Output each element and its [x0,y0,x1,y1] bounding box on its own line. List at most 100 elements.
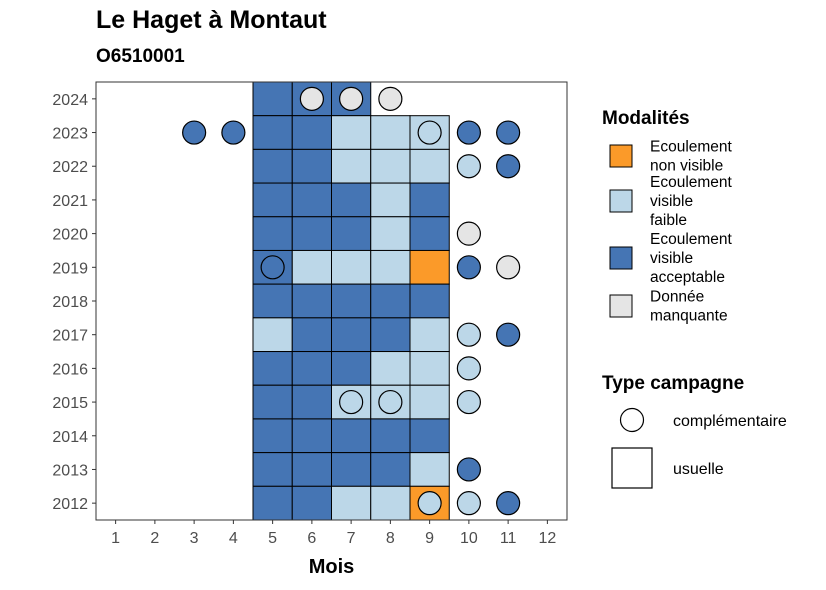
complementaire-points [182,86,521,516]
complementaire-point [496,120,521,145]
usuelle-cell [331,283,372,319]
complementaire-point [456,221,481,246]
complementaire-point [456,120,481,145]
legend-label-va: visible [650,250,693,267]
complementaire-point [456,255,481,280]
usuelle-cell [331,317,372,353]
usuelle-cell [370,452,411,487]
usuelle-cell [291,418,332,454]
x-tick-label: 2 [150,530,159,547]
x-tick-label: 5 [268,530,277,547]
usuelle-cell [252,485,293,521]
usuelle-cell [252,283,293,319]
usuelle-cell [291,148,332,184]
legend-title-modalites: Modalités [602,108,690,129]
usuelle-cell [409,182,450,218]
usuelle-cell [370,418,411,454]
y-tick-label: 2023 [52,126,88,143]
legend-key-nv [609,144,633,168]
complementaire-point [456,457,481,482]
usuelle-cell [370,249,411,285]
x-tick-label: 6 [307,530,316,547]
legend-label-complementaire: complémentaire [673,413,787,430]
usuelle-cell [370,317,411,353]
usuelle-cell [252,216,293,251]
usuelle-cell [252,351,293,386]
legend-key-va [609,246,633,270]
y-tick-label: 2020 [52,227,88,244]
legend-shape-circle [619,407,645,433]
usuelle-cell [409,384,450,420]
complementaire-point [221,120,246,145]
y-tick-label: 2017 [52,328,88,345]
complementaire-point [496,154,521,179]
complementaire-point [260,255,285,280]
usuelle-cell [409,283,450,319]
usuelle-cell [291,351,332,386]
x-tick-label: 10 [460,530,478,547]
y-tick-label: 2019 [52,260,88,277]
usuelle-cell [409,452,450,487]
legend-shape-square [611,447,653,489]
usuelle-cell [370,182,411,218]
usuelle-cell [252,418,293,454]
x-tick-label: 8 [386,530,395,547]
y-tick-label: 2014 [52,429,88,446]
usuelle-cell [370,216,411,251]
legend-label-vf: Ecoulement [650,174,733,191]
usuelle-cell [291,317,332,353]
usuelle-cell [409,249,450,285]
y-tick-label: 2015 [52,395,88,412]
complementaire-point [339,389,364,415]
legend-label-va: Ecoulement [650,231,733,248]
x-tick-label: 4 [229,530,238,547]
usuelle-cell [291,216,332,251]
complementaire-point [339,86,364,111]
y-tick-label: 2022 [52,159,88,176]
usuelle-cell [291,485,332,521]
x-tick-label: 1 [111,530,120,547]
legend-label-usuelle: usuelle [673,461,724,478]
chart-title: Le Haget à Montaut [96,6,327,34]
usuelle-cell [409,317,450,353]
usuelle-cell [331,418,372,454]
usuelle-cell [331,182,372,218]
complementaire-point [378,86,403,111]
legend-label-dm: Donnée [650,289,704,306]
y-tick-label: 2021 [52,193,88,210]
y-tick-label: 2024 [52,92,88,109]
legend-label-vf: faible [650,212,687,229]
legend-label-nv: Ecoulement [650,139,733,156]
usuelle-cell [331,216,372,251]
x-tick-label: 11 [500,530,517,547]
usuelle-cell [252,384,293,420]
usuelle-cells [252,81,450,521]
complementaire-point [456,491,481,516]
complementaire-point [417,120,442,145]
usuelle-cell [291,283,332,319]
complementaire-point [456,356,481,381]
usuelle-cell [331,148,372,184]
usuelle-cell [370,148,411,184]
usuelle-cell [252,115,293,150]
usuelle-cell [409,351,450,386]
y-tick-label: 2018 [52,294,88,311]
legend-label-nv: non visible [650,158,723,175]
x-tick-label: 12 [538,530,556,547]
legend-key-vf [609,189,633,213]
complementaire-point [182,120,207,145]
axes: 1 2 3 4 5 6 7 8 9 10 11 122012201320142015201620172… [52,81,568,578]
usuelle-cell [331,249,372,285]
y-tick-label: 2013 [52,462,88,479]
usuelle-cell [409,418,450,454]
usuelle-cell [331,452,372,487]
usuelle-cell [291,182,332,218]
complementaire-point [496,322,521,347]
usuelle-cell [252,452,293,487]
usuelle-cell [331,115,372,150]
x-tick-label: 3 [190,530,199,547]
complementaire-point [417,491,442,516]
usuelle-cell [331,351,372,386]
x-tick-label: 7 [347,530,356,547]
